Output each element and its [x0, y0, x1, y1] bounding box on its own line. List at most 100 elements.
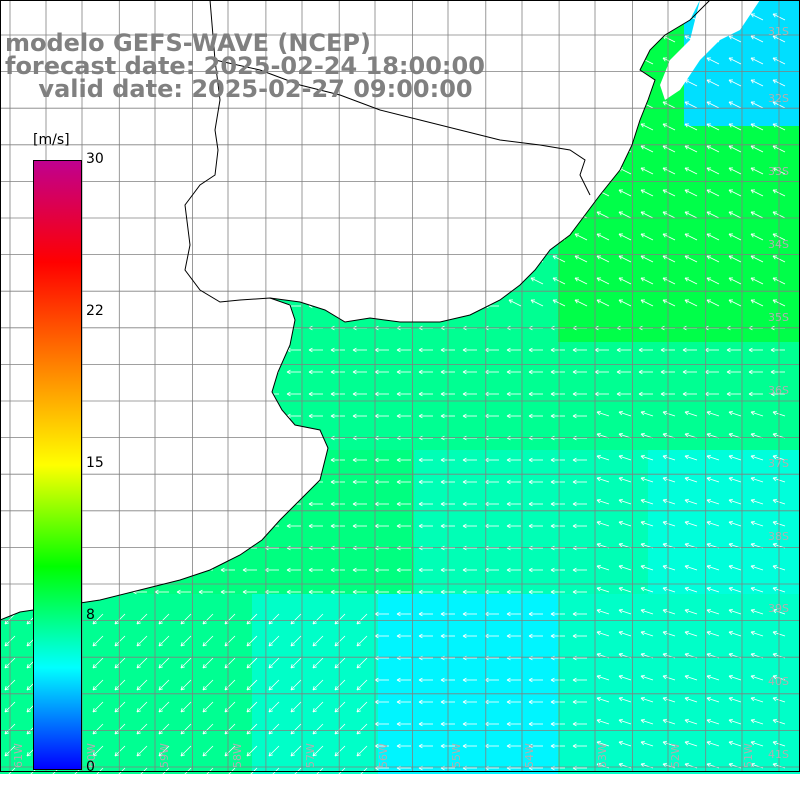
field-cell — [162, 630, 180, 648]
wind-arrow-head — [748, 347, 753, 353]
wind-arrow — [92, 635, 104, 647]
field-cell — [270, 756, 288, 774]
wind-arrow — [706, 477, 720, 483]
field-cell — [720, 378, 738, 396]
wind-arrow — [706, 79, 720, 87]
wind-arrow — [684, 631, 698, 637]
field-cell — [414, 720, 432, 738]
wind-arrow-head — [706, 123, 712, 128]
field-cell — [396, 738, 414, 756]
field-cell — [486, 738, 504, 756]
wind-arrow — [312, 679, 324, 691]
field-cell — [792, 540, 800, 558]
wind-arrow — [640, 521, 654, 527]
field-cell — [630, 756, 648, 774]
field-cell — [180, 612, 198, 630]
field-cell — [342, 450, 360, 468]
colorbar-tick-label: 30 — [86, 151, 104, 167]
field-cell — [558, 342, 576, 360]
field-cell — [648, 594, 666, 612]
field-cell — [522, 594, 540, 612]
wind-arrow-head — [772, 255, 778, 260]
field-cell — [702, 486, 720, 504]
wind-arrow-head — [528, 523, 533, 529]
wind-arrow-head — [136, 752, 141, 757]
wind-arrow — [706, 167, 720, 175]
field-cell — [288, 630, 306, 648]
field-cell — [540, 738, 558, 756]
field-cell — [648, 486, 666, 504]
wind-arrow-head — [396, 721, 401, 727]
field-cell — [702, 306, 720, 324]
field-cell — [756, 720, 774, 738]
field-cell — [396, 576, 414, 594]
wind-arrow-head — [662, 255, 668, 260]
field-cell — [450, 486, 468, 504]
field-cell — [720, 288, 738, 306]
field-cell — [414, 414, 432, 432]
field-cell — [18, 756, 36, 774]
field-cell — [306, 324, 324, 342]
wind-arrow-head — [640, 255, 646, 260]
wind-arrow — [640, 299, 654, 307]
field-cell — [576, 342, 594, 360]
field-cell — [774, 756, 792, 774]
wind-arrow-head — [356, 752, 361, 757]
wind-arrow-head — [440, 479, 445, 485]
wind-arrow — [618, 741, 632, 747]
field-cell — [486, 594, 504, 612]
field-cell — [756, 450, 774, 468]
wind-arrow-head — [352, 589, 357, 595]
wind-arrow-head — [396, 369, 401, 375]
field-cell — [792, 396, 800, 414]
wind-arrow — [268, 657, 280, 669]
field-cell — [486, 306, 504, 324]
wind-arrow-head — [596, 586, 602, 592]
wind-arrow — [136, 745, 148, 757]
field-cell — [486, 360, 504, 378]
field-cell — [756, 324, 774, 342]
wind-arrow-head — [506, 413, 511, 419]
field-cell — [756, 486, 774, 504]
field-cell — [306, 666, 324, 684]
wind-arrow-head — [462, 589, 467, 595]
field-cell — [270, 558, 288, 576]
field-cell — [360, 432, 378, 450]
lat-label: 36S — [768, 384, 789, 397]
field-cell — [576, 450, 594, 468]
wind-arrow — [618, 697, 632, 703]
wind-arrow-head — [684, 432, 690, 438]
field-cell — [504, 540, 522, 558]
field-cell — [396, 504, 414, 522]
field-cell — [306, 738, 324, 756]
field-cell — [180, 594, 198, 612]
field-cell — [648, 630, 666, 648]
wind-arrow-head — [640, 432, 646, 438]
wind-arrow — [92, 745, 104, 757]
field-cell — [522, 486, 540, 504]
field-cell — [630, 414, 648, 432]
field-cell — [774, 558, 792, 576]
wind-arrow-head — [772, 498, 778, 504]
wind-arrow-head — [462, 391, 467, 397]
wind-arrow — [618, 211, 632, 219]
wind-arrow-head — [662, 233, 668, 238]
colorbar-tick-label: 0 — [86, 759, 95, 775]
wind-arrow — [728, 675, 742, 681]
field-cell — [720, 270, 738, 288]
field-cell — [576, 540, 594, 558]
wind-arrow-head — [684, 630, 690, 636]
wind-arrow — [596, 277, 610, 285]
field-cell — [486, 684, 504, 702]
field-cell — [612, 594, 630, 612]
lat-label: 37S — [768, 457, 789, 470]
wind-arrow — [618, 499, 632, 505]
wind-arrow-head — [4, 774, 9, 779]
field-cell — [0, 720, 18, 738]
field-cell — [486, 576, 504, 594]
field-cell — [792, 558, 800, 576]
field-cell — [774, 612, 792, 630]
wind-arrow-head — [772, 145, 778, 150]
wind-arrow-head — [246, 708, 251, 713]
field-cell — [684, 378, 702, 396]
